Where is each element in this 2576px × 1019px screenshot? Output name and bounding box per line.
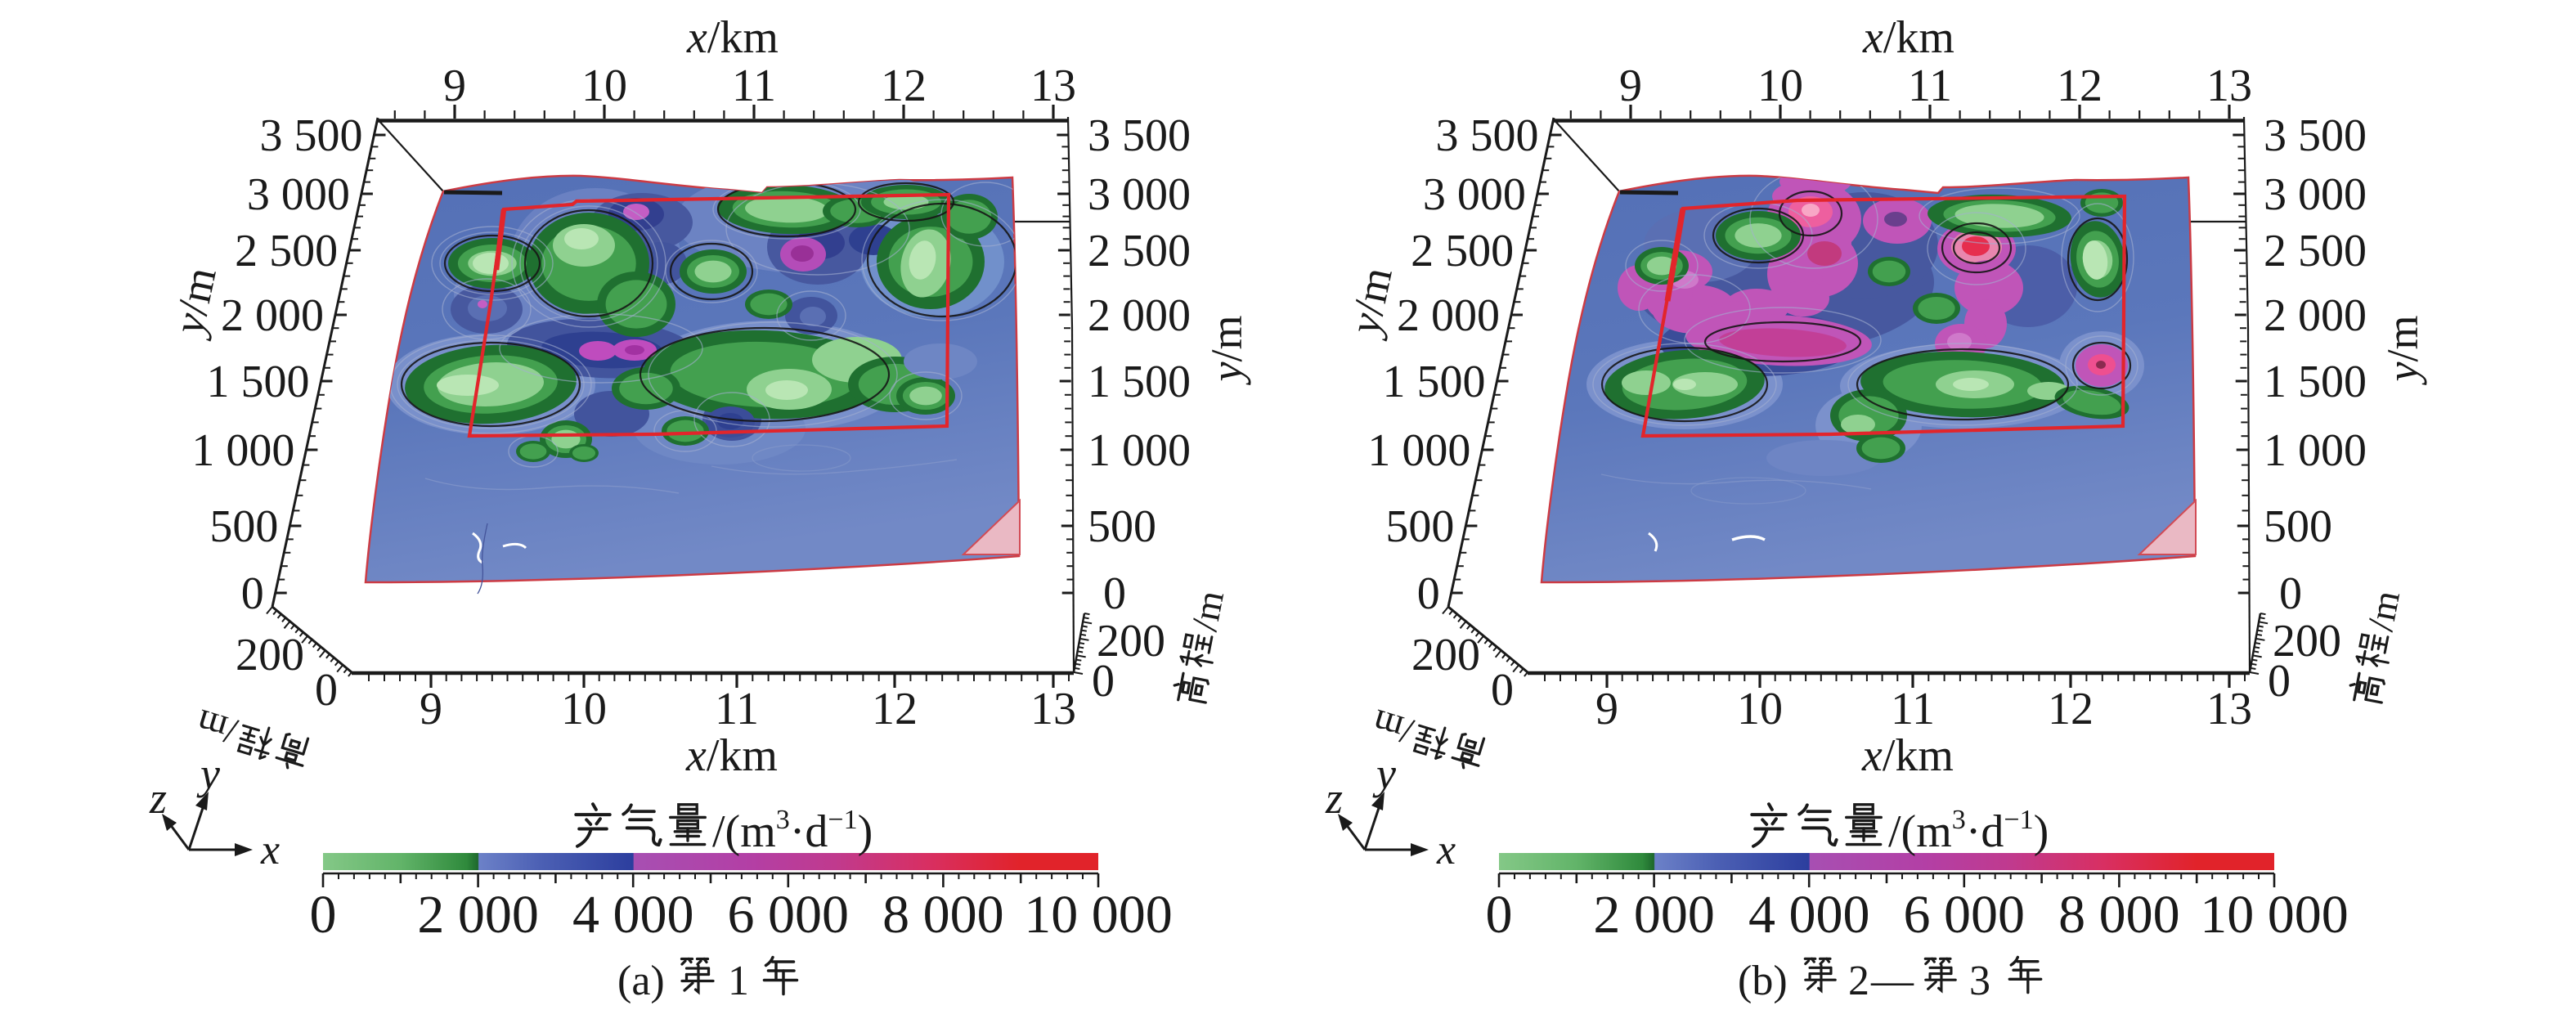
svg-text:9: 9 <box>1595 684 1618 734</box>
svg-text:1 500: 1 500 <box>1383 357 1486 407</box>
svg-text:11: 11 <box>1908 61 1952 111</box>
svg-text:13: 13 <box>2206 684 2252 734</box>
svg-text:2 500: 2 500 <box>2264 226 2367 276</box>
svg-text:10: 10 <box>581 61 627 111</box>
svg-text:2 000: 2 000 <box>1088 290 1191 341</box>
svg-text:200: 200 <box>1097 616 1165 667</box>
svg-text:2 000: 2 000 <box>417 885 539 945</box>
svg-text:/m: /m <box>1183 587 1232 635</box>
svg-text:2 500: 2 500 <box>235 226 338 276</box>
svg-text:13: 13 <box>1030 61 1076 111</box>
svg-text:x: x <box>260 827 280 873</box>
svg-text:(a): (a) <box>617 958 665 1004</box>
svg-text:/m: /m <box>2359 587 2408 635</box>
svg-text:z: z <box>149 774 167 823</box>
svg-text:9: 9 <box>1619 61 1642 111</box>
svg-text:500: 500 <box>1088 501 1156 552</box>
svg-text:3 000: 3 000 <box>1088 169 1191 220</box>
svg-text:y/m: y/m <box>2378 316 2427 386</box>
svg-text:0: 0 <box>241 568 264 619</box>
svg-text:2 000: 2 000 <box>221 290 324 341</box>
svg-text:3 500: 3 500 <box>2264 110 2367 161</box>
svg-text:1 500: 1 500 <box>1088 357 1191 407</box>
svg-text:x/km: x/km <box>686 12 779 63</box>
svg-text:3 000: 3 000 <box>247 169 350 220</box>
svg-text:2 000: 2 000 <box>2264 290 2367 341</box>
svg-text:6 000: 6 000 <box>1904 885 2026 945</box>
svg-text:10: 10 <box>561 684 607 734</box>
svg-text:(b): (b) <box>1738 958 1788 1004</box>
svg-text:1 000: 1 000 <box>1367 425 1470 476</box>
svg-text:3 500: 3 500 <box>1436 110 1539 161</box>
svg-text:4 000: 4 000 <box>1748 885 1870 945</box>
svg-text:10 000: 10 000 <box>1024 885 1173 945</box>
svg-text:/m: /m <box>1367 702 1418 753</box>
svg-text:10 000: 10 000 <box>2200 885 2349 945</box>
svg-text:0: 0 <box>1486 885 1513 945</box>
svg-text:8 000: 8 000 <box>2058 885 2180 945</box>
svg-text:200: 200 <box>236 630 304 680</box>
svg-text:9: 9 <box>443 61 466 111</box>
svg-text:11: 11 <box>1891 684 1935 734</box>
svg-text:0: 0 <box>2268 656 2291 707</box>
svg-text:200: 200 <box>1411 630 1480 680</box>
svg-text:0: 0 <box>2279 568 2302 619</box>
svg-text:200: 200 <box>2273 616 2341 667</box>
svg-text:z: z <box>1325 774 1343 823</box>
svg-text:13: 13 <box>1030 684 1076 734</box>
svg-text:—: — <box>1870 958 1914 1004</box>
svg-text:0: 0 <box>1491 665 1514 716</box>
svg-text:0: 0 <box>310 885 337 945</box>
svg-text:13: 13 <box>2206 61 2252 111</box>
svg-text:0: 0 <box>1092 656 1115 707</box>
svg-text:12: 12 <box>2048 684 2094 734</box>
svg-text:3: 3 <box>1969 958 1990 1004</box>
svg-text:500: 500 <box>1385 501 1454 552</box>
svg-text:0: 0 <box>1103 568 1126 619</box>
svg-text:500: 500 <box>2264 501 2332 552</box>
svg-text:11: 11 <box>732 61 776 111</box>
svg-text:x: x <box>1436 827 1456 873</box>
svg-text:8 000: 8 000 <box>882 885 1004 945</box>
svg-text:12: 12 <box>2057 61 2103 111</box>
svg-text:/(m3·d−1): /(m3·d−1) <box>1888 805 2049 857</box>
svg-text:1 500: 1 500 <box>207 357 310 407</box>
svg-text:12: 12 <box>881 61 927 111</box>
svg-text:1 000: 1 000 <box>2264 425 2367 476</box>
svg-text:1 500: 1 500 <box>2264 357 2367 407</box>
svg-text:12: 12 <box>872 684 918 734</box>
svg-text:/(m3·d−1): /(m3·d−1) <box>712 805 873 857</box>
svg-text:4 000: 4 000 <box>572 885 694 945</box>
svg-text:y/m: y/m <box>1202 316 1251 386</box>
svg-text:x/km: x/km <box>685 730 778 781</box>
svg-text:500: 500 <box>209 501 278 552</box>
svg-text:1 000: 1 000 <box>1088 425 1191 476</box>
svg-text:3 500: 3 500 <box>260 110 363 161</box>
svg-text:11: 11 <box>715 684 759 734</box>
svg-text:2 000: 2 000 <box>1593 885 1715 945</box>
svg-text:0: 0 <box>1417 568 1440 619</box>
svg-text:y/m: y/m <box>1339 263 1402 343</box>
svg-text:/m: /m <box>191 702 242 753</box>
svg-text:1 000: 1 000 <box>191 425 294 476</box>
svg-text:2 500: 2 500 <box>1088 226 1191 276</box>
svg-text:3 000: 3 000 <box>2264 169 2367 220</box>
svg-text:6 000: 6 000 <box>728 885 850 945</box>
svg-text:3 500: 3 500 <box>1088 110 1191 161</box>
svg-text:y: y <box>196 749 220 798</box>
svg-text:3 000: 3 000 <box>1423 169 1526 220</box>
svg-text:0: 0 <box>315 665 338 716</box>
svg-text:2: 2 <box>1848 958 1869 1004</box>
svg-text:1: 1 <box>728 958 749 1004</box>
svg-text:x/km: x/km <box>1862 12 1954 63</box>
svg-text:9: 9 <box>420 684 442 734</box>
svg-text:2 500: 2 500 <box>1411 226 1514 276</box>
svg-text:y: y <box>1372 749 1396 798</box>
svg-text:10: 10 <box>1737 684 1783 734</box>
svg-text:2 000: 2 000 <box>1397 290 1500 341</box>
svg-text:10: 10 <box>1757 61 1803 111</box>
svg-text:y/m: y/m <box>163 263 226 343</box>
svg-text:x/km: x/km <box>1861 730 1954 781</box>
